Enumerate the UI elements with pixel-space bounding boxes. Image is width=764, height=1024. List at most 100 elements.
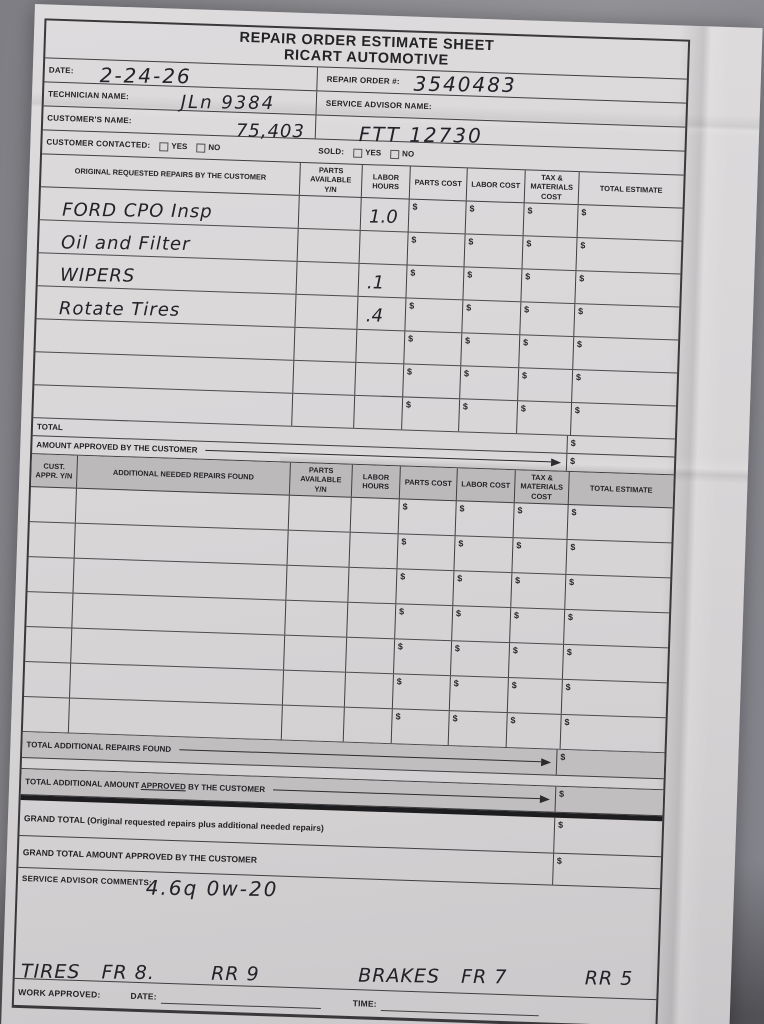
total-additional-approved-cell: $ (554, 786, 664, 816)
tax-materials-cell: $ (521, 236, 577, 271)
labor-hours-cell (347, 567, 397, 604)
labor-cost-cell: $ (453, 536, 513, 573)
labor-hours-cell (358, 230, 408, 265)
total-estimate-cell: $ (572, 337, 679, 373)
labor-cost-cell: $ (454, 501, 514, 538)
repair-handwritten: WIPERS (59, 264, 136, 287)
total-estimate-cell: $ (573, 304, 680, 340)
dollar-sign: $ (398, 606, 405, 617)
repair-order-label: REPAIR ORDER #: (326, 74, 400, 87)
parts-cost-cell: $ (397, 499, 456, 536)
dollar-sign: $ (397, 641, 404, 652)
dollar-sign: $ (581, 207, 587, 218)
total-additional-found-label: TOTAL ADDITIONAL REPAIRS FOUND (26, 740, 172, 754)
parts-cost-cell: $ (393, 639, 452, 676)
work-approved-label: WORK APPROVED: (18, 986, 101, 1000)
parts-available-cell (285, 565, 349, 602)
dollar-sign: $ (525, 271, 531, 282)
labor-cost-cell: $ (458, 399, 518, 434)
labor-hours-cell (355, 329, 405, 364)
dollar-sign: $ (464, 335, 471, 346)
dollar-sign: $ (463, 368, 470, 379)
dollar-sign: $ (516, 540, 522, 551)
labor-cost-cell: $ (452, 571, 512, 608)
labor-hours-handwritten: .1 (366, 272, 385, 294)
tax-materials-cell: $ (516, 401, 572, 435)
col-tax-materials: TAX & MATERIALS COST (513, 470, 569, 504)
dollar-sign: $ (512, 645, 519, 656)
dollar-sign: $ (400, 571, 406, 582)
parts-cost-cell: $ (394, 604, 453, 641)
dollar-sign: $ (521, 370, 528, 381)
labor-cost-cell: $ (462, 267, 522, 302)
total-estimate-cell: $ (576, 205, 683, 241)
tax-materials-cell: $ (517, 368, 573, 402)
repair-description-cell (73, 523, 288, 565)
dollar-sign: $ (453, 678, 459, 689)
col-parts-cost: PARTS COST (408, 166, 467, 201)
tax-materials-cell: $ (522, 203, 578, 238)
labor-hours-cell (345, 637, 395, 674)
cust-appr-cell (24, 662, 70, 697)
labor-cost-cell: $ (461, 300, 521, 335)
tax-materials-cell: $ (505, 713, 561, 749)
tax-materials-cell: $ (512, 503, 568, 539)
total-estimate-cell: $ (563, 609, 670, 648)
contacted-no-checkbox (196, 142, 206, 153)
parts-available-cell (283, 635, 347, 672)
approval-time-line (380, 997, 539, 1016)
total-additional-found-cell: $ (555, 749, 665, 779)
repair-description-cell (69, 663, 284, 705)
labor-cost-cell: $ (464, 201, 524, 236)
total-label: TOTAL (36, 422, 64, 433)
cust-appr-cell (25, 627, 71, 662)
dollar-sign: $ (522, 337, 529, 348)
dollar-sign: $ (556, 855, 563, 866)
sold-label: SOLD: (318, 146, 345, 157)
parts-cost-cell: $ (390, 709, 449, 746)
parts-available-cell (280, 705, 344, 742)
paper-sheet: REPAIR ORDER ESTIMATE SHEET RICART AUTOM… (0, 4, 763, 1024)
dollar-sign: $ (411, 234, 417, 245)
labor-cost-cell: $ (451, 606, 511, 643)
parts-cost-cell: $ (404, 298, 463, 333)
parts-available-cell (284, 600, 348, 637)
cust-appr-cell (23, 697, 69, 732)
technician-label: TECHNICIAN NAME: (47, 89, 130, 102)
dollar-sign: $ (412, 201, 418, 212)
dollar-sign: $ (570, 438, 576, 449)
dollar-sign: $ (514, 575, 521, 586)
dollar-sign: $ (395, 711, 401, 722)
dollar-sign: $ (467, 269, 473, 280)
comments-label: SERVICE ADVISOR COMMENTS: (21, 874, 152, 888)
parts-cost-cell: $ (402, 364, 461, 399)
repair-description-cell (72, 558, 287, 600)
labor-hours-cell (343, 672, 393, 709)
grand-total-approved-label: GRAND TOTAL AMOUNT APPROVED BY THE CUSTO… (22, 846, 258, 865)
dollar-sign: $ (576, 339, 583, 350)
parts-cost-cell: $ (403, 331, 462, 366)
dollar-sign: $ (459, 503, 465, 514)
dollar-sign: $ (564, 716, 570, 728)
service-advisor-label: SERVICE ADVISOR NAME: (325, 98, 432, 112)
repair-order-form: REPAIR ORDER ESTIMATE SHEET RICART AUTOM… (11, 18, 691, 1024)
total-estimate-cell: $ (574, 271, 681, 307)
sold-field: SOLD: YES NO (314, 146, 414, 159)
labor-cost-cell: $ (448, 676, 508, 713)
dollar-sign: $ (469, 203, 475, 214)
dollar-sign: $ (410, 267, 416, 278)
sold-no-checkbox (389, 149, 400, 159)
labor-cost-cell: $ (449, 641, 510, 678)
parts-cost-cell: $ (401, 397, 460, 432)
approval-date-line (160, 990, 321, 1009)
col-total-estimate: TOTAL ESTIMATE (567, 471, 674, 508)
repair-description-cell (67, 698, 282, 740)
total-estimate-cell: $ (561, 644, 668, 683)
customer-contacted-label: CUSTOMER CONTACTED: (46, 137, 151, 150)
tax-materials-cell: $ (506, 678, 562, 714)
dollar-sign: $ (568, 577, 575, 588)
customer-name-label: CUSTOMER'S NAME: (47, 113, 132, 126)
dollar-sign: $ (565, 681, 571, 693)
labor-cost-cell: $ (447, 711, 507, 748)
